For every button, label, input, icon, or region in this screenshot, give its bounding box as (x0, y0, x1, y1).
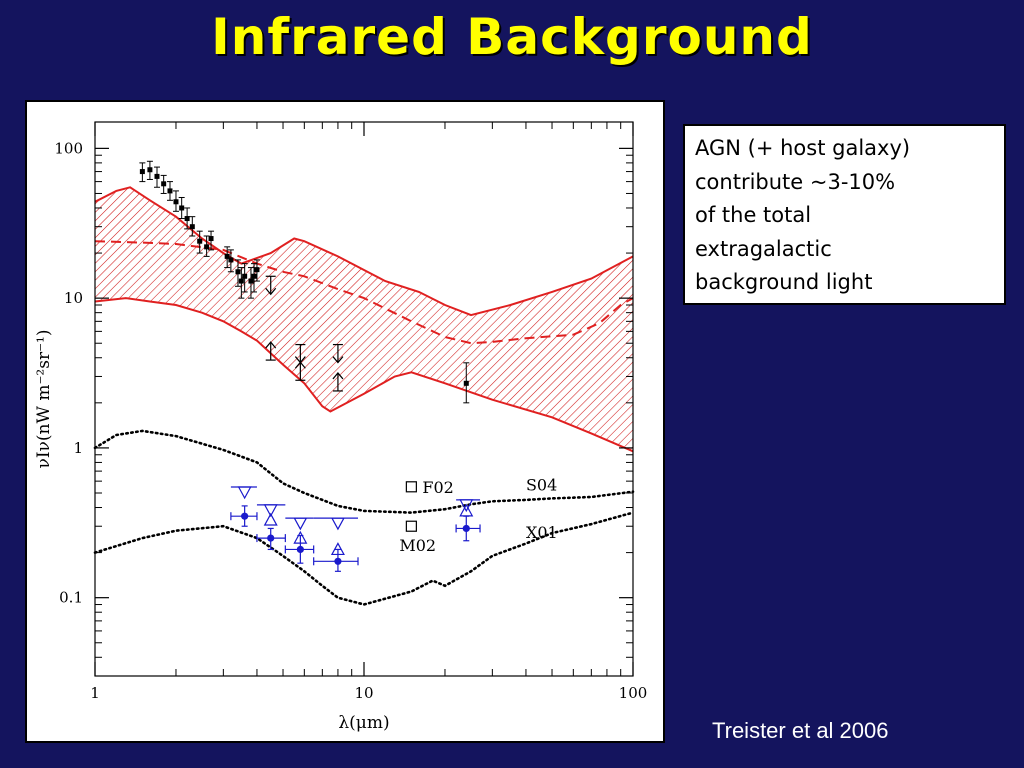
black-data-point (248, 278, 254, 284)
blue-data-point (462, 524, 470, 533)
note-box: AGN (+ host galaxy) contribute ~3-10% of… (683, 124, 1006, 305)
note-line: extragalactic (695, 236, 832, 261)
black-data-point (254, 267, 260, 273)
black-data-point (147, 167, 153, 173)
black-data-point (228, 257, 234, 263)
x01-curve (93, 511, 635, 606)
blue-triangle-down (459, 499, 474, 513)
note-line: AGN (+ host galaxy) (695, 136, 911, 160)
blue-data-point (334, 557, 342, 565)
y-axis-label: νIν(nW m⁻²sr⁻¹) (34, 329, 54, 468)
citation-credit: Treister et al 2006 (712, 718, 889, 743)
black-data-point (242, 273, 248, 279)
annotation-label: F02 (422, 478, 453, 497)
upper-limit-arrowhead (265, 287, 277, 296)
annotation-label: M02 (399, 536, 436, 555)
x-axis-label: λ(μm) (338, 713, 389, 733)
y-tick-label: 0.1 (59, 589, 83, 607)
blue-triangle-down (237, 486, 252, 500)
black-data-point (173, 199, 179, 205)
band-upper-line (94, 186, 634, 317)
band-lower-line (94, 297, 634, 453)
chart-panel: 1 10 100 0.1 1 10 100 λ(μm) νIν(nW m⁻²sr⁻¹) F02 M0… (25, 100, 665, 743)
blue-triangle-down (330, 517, 345, 531)
annotation-label: X01 (526, 523, 558, 542)
lower-limit-arrowhead (332, 372, 344, 380)
lower-limit-arrowhead (265, 341, 277, 349)
black-data-point (238, 278, 244, 284)
x-tick-label: 1 (90, 684, 100, 702)
slide-title: Infrared Background (211, 8, 813, 66)
blue-data-point (267, 534, 275, 542)
y-tick-label: 10 (64, 289, 83, 307)
blue-data-point (296, 545, 304, 554)
y-tick-label: 100 (54, 139, 83, 157)
model-band-fill (95, 187, 633, 452)
black-data-point (463, 380, 469, 386)
black-data-point (154, 173, 160, 179)
blue-triangle-down (263, 504, 278, 518)
black-data-point (167, 188, 173, 194)
x-tick-label: 10 (354, 684, 373, 702)
black-data-point (161, 181, 167, 187)
blue-triangle-down (293, 517, 308, 531)
black-data-point (179, 205, 185, 211)
upper-limit-arrowhead (332, 356, 344, 364)
blue-triangle-up (263, 512, 278, 526)
ir-background-chart: 1 10 100 0.1 1 10 100 λ(μm) νIν(nW m⁻²sr⁻¹) F02 M0… (34, 121, 648, 733)
s04-curve (93, 429, 635, 514)
black-data-point (224, 253, 230, 259)
black-data-point (197, 238, 203, 244)
black-data-point (204, 244, 210, 250)
black-data-point (235, 269, 241, 275)
annotation-label: S04 (526, 476, 557, 495)
note-line: contribute ~3-10% (695, 169, 896, 194)
band-median-line (94, 240, 634, 345)
lower-limit-arrowhead (294, 361, 306, 369)
y-tick-label: 1 (73, 439, 83, 457)
black-data-point (208, 236, 214, 242)
black-data-point (184, 216, 190, 222)
annotation-square-marker (405, 481, 417, 493)
x-tick-label: 100 (619, 684, 648, 702)
black-data-point (139, 169, 145, 175)
black-data-point (251, 273, 257, 279)
black-data-point (189, 224, 195, 230)
annotation-square-marker (405, 520, 417, 532)
note-line: of the total (695, 203, 812, 227)
note-line: background light (695, 270, 873, 294)
blue-data-point (241, 512, 249, 520)
